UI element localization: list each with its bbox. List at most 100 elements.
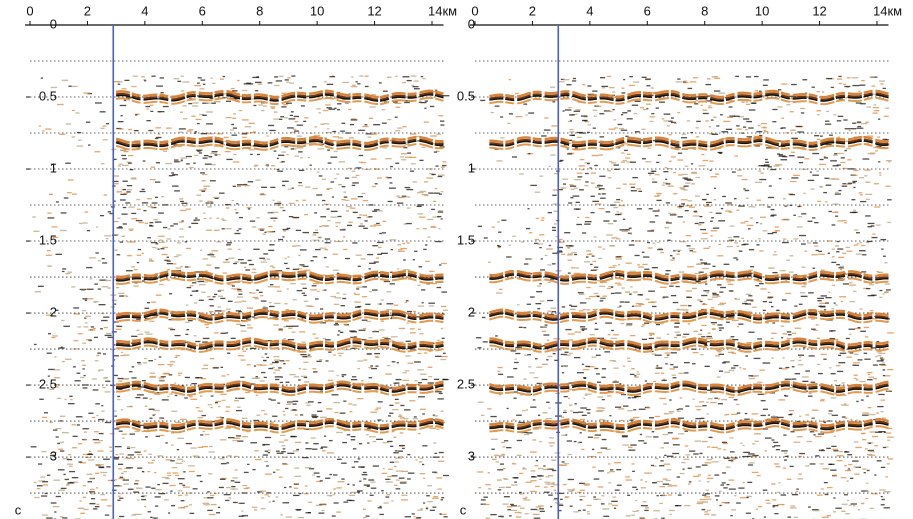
- speckle: [341, 478, 344, 479]
- speckle: [313, 232, 318, 233]
- speckle: [353, 404, 357, 405]
- speckle: [871, 85, 875, 86]
- speckle: [722, 442, 727, 443]
- speckle: [664, 464, 671, 465]
- speckle: [335, 222, 341, 223]
- speckle: [774, 463, 779, 464]
- speckle: [623, 79, 625, 80]
- speckle: [341, 463, 347, 464]
- speckle: [762, 362, 765, 363]
- speckle: [137, 394, 144, 395]
- speckle: [207, 491, 209, 492]
- speckle: [488, 262, 490, 263]
- speckle: [640, 294, 643, 295]
- speckle: [221, 463, 227, 464]
- speckle: [587, 309, 591, 310]
- speckle: [591, 212, 595, 213]
- speckle: [711, 322, 717, 323]
- speckle: [260, 194, 266, 195]
- speckle: [568, 479, 574, 480]
- speckle: [424, 121, 429, 122]
- y-tick-label: 2.5: [39, 376, 57, 391]
- speckle: [829, 367, 831, 368]
- speckle: [334, 502, 339, 503]
- speckle: [327, 149, 330, 150]
- speckle: [615, 407, 621, 408]
- speckle: [573, 488, 576, 489]
- speckle: [501, 454, 505, 455]
- speckle: [369, 291, 372, 292]
- speckle: [881, 467, 886, 468]
- speckle: [719, 291, 723, 292]
- speckle: [626, 325, 633, 326]
- speckle: [162, 373, 169, 374]
- speckle: [126, 270, 133, 271]
- speckle: [844, 451, 847, 452]
- speckle: [833, 450, 838, 451]
- speckle: [203, 212, 205, 213]
- speckle: [105, 422, 111, 423]
- speckle: [174, 159, 178, 160]
- speckle: [80, 513, 85, 514]
- speckle: [117, 396, 120, 397]
- speckle: [191, 383, 196, 384]
- speckle: [299, 368, 301, 369]
- speckle: [569, 184, 574, 185]
- speckle: [710, 235, 712, 236]
- speckle: [569, 404, 573, 405]
- speckle: [592, 467, 595, 468]
- speckle: [204, 324, 209, 325]
- speckle: [689, 481, 691, 482]
- speckle: [790, 360, 794, 361]
- speckle: [118, 84, 121, 85]
- speckle: [711, 119, 714, 120]
- speckle: [740, 222, 745, 223]
- speckle: [61, 320, 65, 321]
- speckle: [382, 337, 388, 338]
- speckle: [234, 233, 240, 234]
- speckle: [685, 454, 690, 455]
- speckle: [799, 416, 801, 417]
- speckle: [795, 328, 801, 329]
- speckle: [783, 198, 786, 199]
- speckle: [578, 165, 584, 166]
- speckle: [885, 291, 889, 292]
- speckle: [559, 239, 563, 240]
- speckle: [406, 242, 409, 243]
- speckle: [733, 257, 737, 258]
- speckle: [608, 177, 612, 178]
- speckle: [85, 457, 90, 458]
- speckle: [796, 491, 799, 492]
- speckle: [718, 220, 725, 221]
- speckle: [577, 176, 582, 177]
- speckle: [118, 293, 124, 294]
- speckle: [264, 414, 267, 415]
- speckle: [389, 239, 396, 240]
- speckle: [189, 266, 191, 267]
- speckle: [698, 224, 702, 225]
- speckle: [232, 477, 238, 478]
- speckle: [160, 92, 163, 93]
- speckle: [613, 119, 616, 120]
- speckle: [686, 245, 690, 246]
- speckle: [186, 208, 191, 209]
- speckle: [737, 246, 739, 247]
- speckle: [756, 509, 758, 510]
- speckle: [644, 323, 649, 324]
- speckle: [395, 450, 398, 451]
- speckle: [57, 104, 64, 105]
- speckle: [390, 182, 393, 183]
- speckle: [618, 124, 623, 125]
- speckle: [292, 245, 296, 246]
- speckle: [588, 437, 593, 438]
- speckle: [646, 85, 650, 86]
- speckle: [342, 186, 346, 187]
- speckle: [799, 304, 803, 305]
- speckle: [852, 85, 859, 86]
- y-tick-label: 2: [468, 304, 475, 319]
- speckle: [700, 105, 702, 106]
- speckle: [801, 112, 804, 113]
- speckle: [598, 193, 600, 194]
- speckle: [150, 105, 154, 106]
- speckle: [688, 483, 690, 484]
